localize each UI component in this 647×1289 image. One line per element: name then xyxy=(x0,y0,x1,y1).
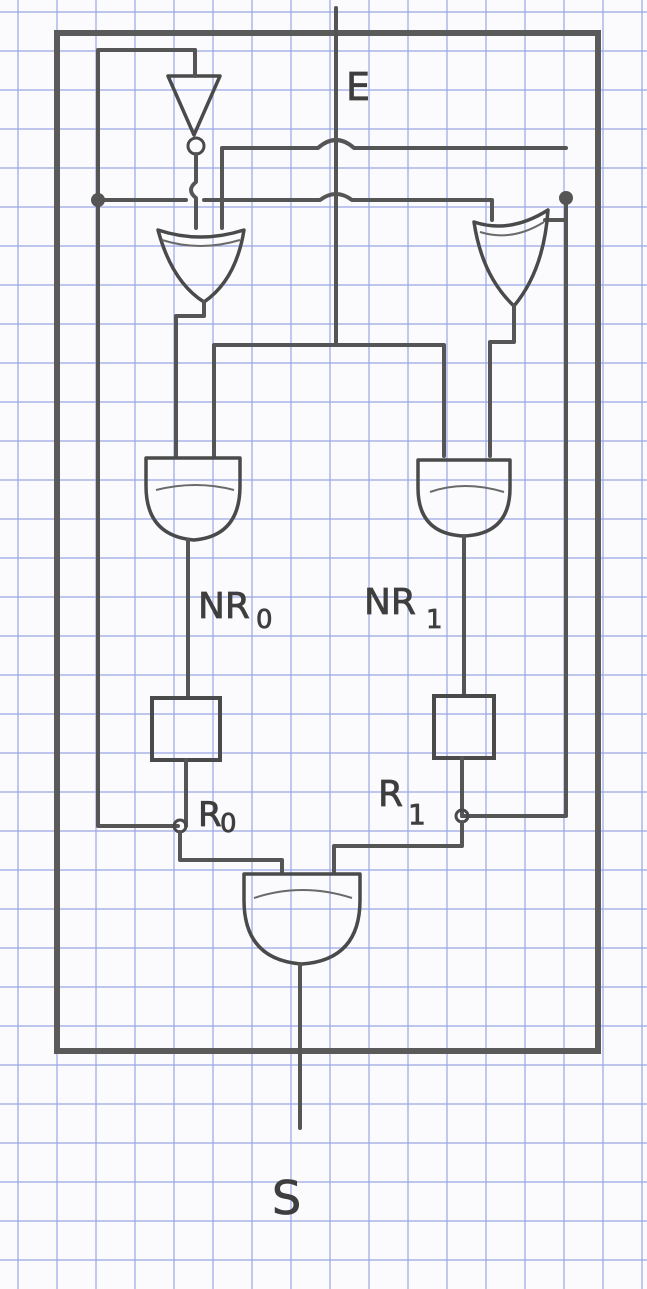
register-r0 xyxy=(150,696,222,762)
junction-dot-right xyxy=(559,191,573,205)
r1-crossover-wire xyxy=(220,138,568,230)
or-gate-left xyxy=(156,228,246,304)
svg-text:1: 1 xyxy=(408,798,426,831)
svg-text:NR: NR xyxy=(364,582,416,623)
label-r0: R 0 xyxy=(198,795,237,840)
or-left-output-wire xyxy=(174,300,206,458)
register-r1 xyxy=(432,694,496,760)
not-gate xyxy=(166,74,222,156)
or-gate-right xyxy=(472,208,550,308)
svg-text:0: 0 xyxy=(256,605,273,635)
and-gate-left xyxy=(144,456,242,542)
label-nr0: NR 0 xyxy=(198,586,273,636)
final-and-input-wires xyxy=(178,820,464,874)
svg-text:R: R xyxy=(378,774,403,815)
or-right-output-wire xyxy=(488,304,516,458)
label-r1: R 1 xyxy=(378,774,427,832)
r1-to-right-or-wire xyxy=(543,196,568,222)
label-output-s: S xyxy=(272,1171,301,1225)
junction-dot-left xyxy=(91,193,105,207)
svg-text:0: 0 xyxy=(220,809,237,839)
svg-text:NR: NR xyxy=(198,586,250,627)
and-gate-right xyxy=(416,458,512,538)
svg-text:1: 1 xyxy=(426,605,443,635)
label-nr1: NR 1 xyxy=(364,582,443,636)
not-gate-output-wire xyxy=(189,152,198,230)
feedback-wire-r1 xyxy=(460,196,568,818)
r0-crossover-wire xyxy=(96,192,494,222)
svg-text:R: R xyxy=(198,795,222,835)
label-input-e: E xyxy=(346,65,370,109)
system-boundary xyxy=(54,30,601,1054)
feedback-wire-r0 xyxy=(96,48,197,828)
and-gate-output xyxy=(242,872,362,966)
input-e-distribution-wire xyxy=(212,343,446,458)
